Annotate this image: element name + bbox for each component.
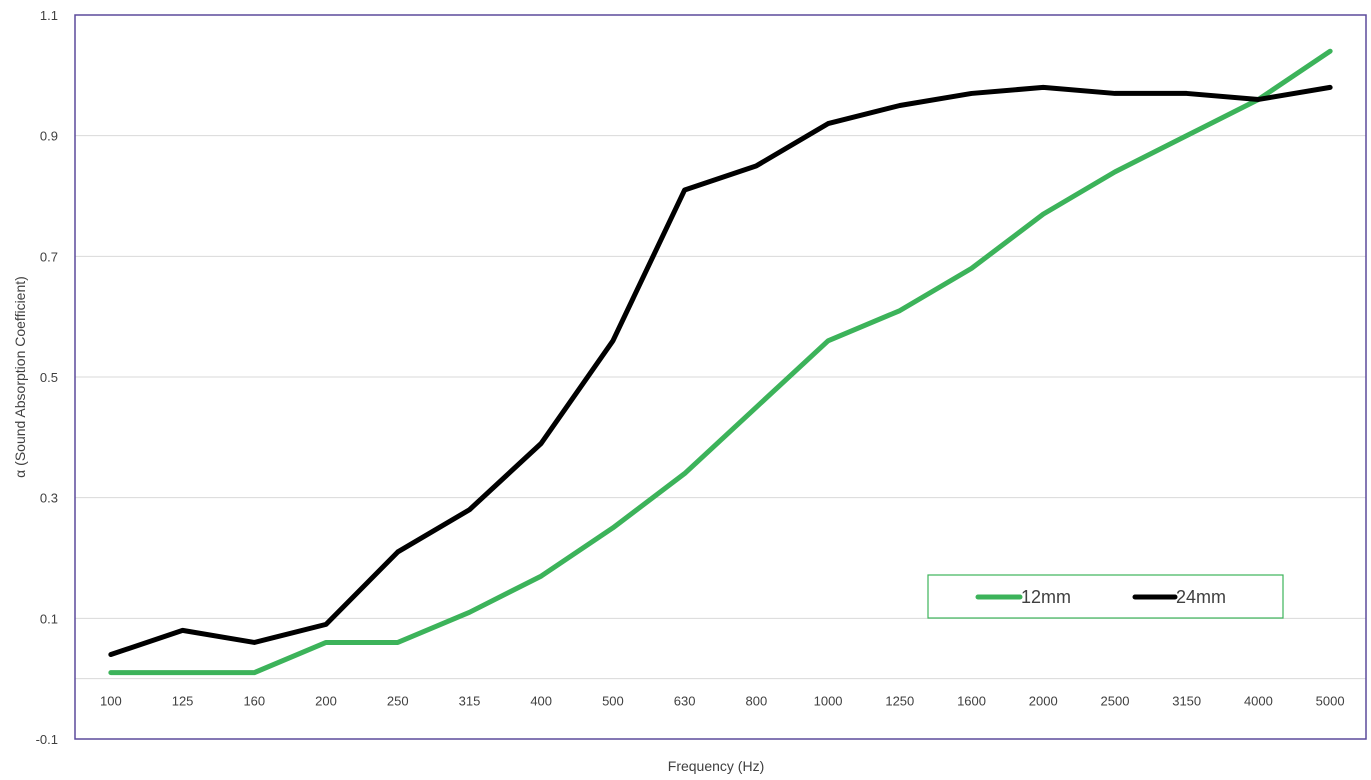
x-axis-title: Frequency (Hz) [668,758,764,774]
x-tick-label: 800 [746,694,768,709]
x-tick-label: 125 [172,694,194,709]
y-tick-label: 1.1 [40,8,58,23]
x-tick-label: 2000 [1029,694,1058,709]
y-axis-ticks: 1.1 0.9 0.7 0.5 0.3 0.1 -0.1 [36,8,58,747]
x-tick-label: 1600 [957,694,986,709]
y-tick-label: 0.1 [40,611,58,626]
x-tick-label: 160 [243,694,265,709]
series-lines [108,48,1333,676]
x-tick-label: 3150 [1172,694,1201,709]
y-tick-label: -0.1 [36,732,58,747]
legend-label-24mm: 24mm [1176,587,1226,607]
legend: 12mm 24mm [927,574,1284,619]
series-line-12mm [108,48,1333,676]
x-tick-label: 100 [100,694,122,709]
x-tick-label: 500 [602,694,624,709]
x-axis-ticks: 100 125 160 200 250 315 400 500 630 800 1000 1250 16… [100,694,1345,709]
x-tick-label: 1000 [814,694,843,709]
x-tick-label: 200 [315,694,337,709]
x-tick-label: 250 [387,694,409,709]
y-tick-label: 0.3 [40,491,58,506]
x-tick-label: 2500 [1101,694,1130,709]
x-tick-label: 315 [459,694,481,709]
series-line-24mm [108,84,1333,658]
gridlines [75,135,1366,680]
x-tick-label: 630 [674,694,696,709]
x-tick-label: 400 [530,694,552,709]
plot-area-border [74,14,1367,740]
x-tick-label: 1250 [885,694,914,709]
x-tick-label: 4000 [1244,694,1273,709]
y-tick-label: 0.9 [40,129,58,144]
y-axis-title: α (Sound Absorption Coefficient) [12,276,28,478]
y-tick-label: 0.5 [40,370,58,385]
legend-label-12mm: 12mm [1021,587,1071,607]
x-tick-label: 5000 [1316,694,1345,709]
y-tick-label: 0.7 [40,249,58,264]
